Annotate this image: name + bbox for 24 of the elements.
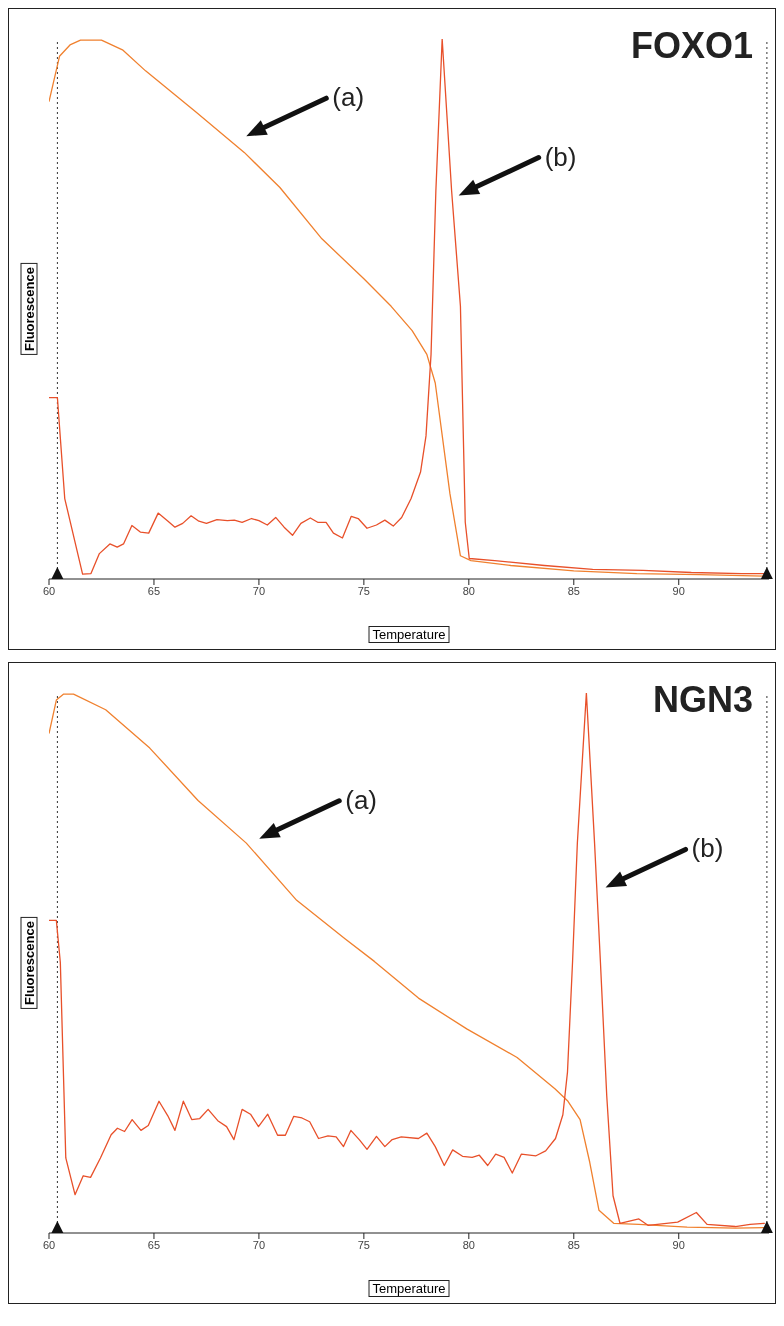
x-tick-label: 80 — [462, 1238, 475, 1251]
chart-title: NGN3 — [652, 679, 753, 721]
annotation: (a) — [332, 82, 365, 113]
chart-title: FOXO1 — [630, 25, 753, 67]
x-tick-label: 60 — [42, 584, 56, 597]
annotation: (a) — [345, 784, 378, 815]
x-tick-label: 70 — [252, 584, 266, 597]
x-tick-label: 75 — [357, 584, 370, 597]
y-axis-title: Fluorescence — [20, 917, 38, 1009]
x-tick-label: 65 — [147, 584, 161, 597]
annotation: (b) — [544, 141, 577, 172]
annotation: (b) — [691, 833, 724, 864]
x-tick-label: 90 — [672, 584, 685, 597]
x-axis-title: Temperature — [368, 1280, 450, 1297]
x-tick-label: 65 — [147, 1238, 161, 1251]
y-axis-title: Fluorescence — [20, 263, 38, 355]
x-tick-label: 70 — [252, 1238, 266, 1251]
x-tick-label: 80 — [462, 584, 475, 597]
x-tick-label: 85 — [567, 1238, 580, 1251]
x-tick-label: 75 — [357, 1238, 370, 1251]
x-tick-label: 90 — [672, 1238, 685, 1251]
x-axis-title: Temperature — [368, 626, 450, 643]
x-tick-label: 85 — [567, 584, 580, 597]
x-tick-label: 60 — [42, 1238, 56, 1251]
